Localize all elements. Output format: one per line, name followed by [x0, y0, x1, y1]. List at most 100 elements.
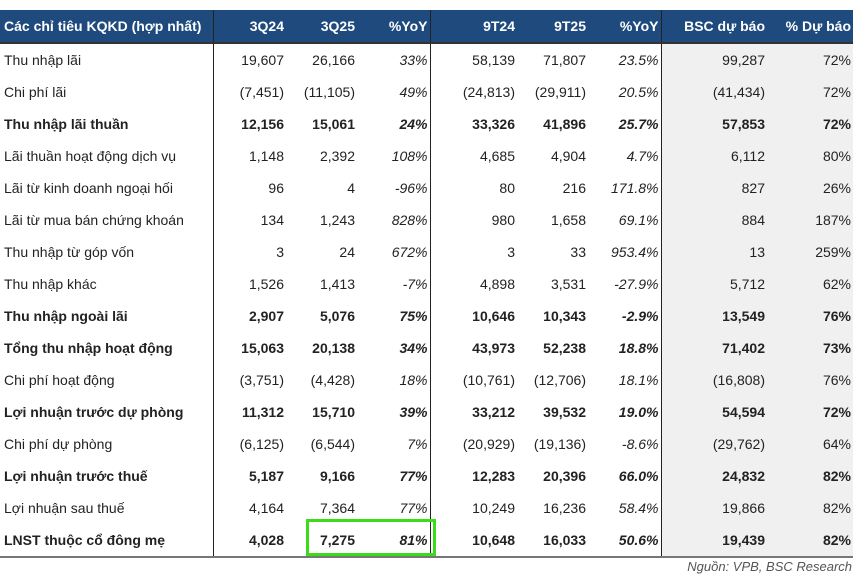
highlight-box	[306, 519, 436, 556]
cell-value: 1,243	[319, 212, 355, 228]
cell-value: 33,212	[472, 404, 515, 420]
cell-value: 216	[562, 180, 586, 196]
cell-value: 58,139	[472, 52, 515, 68]
row-label: LNST thuộc cổ đông mẹ	[0, 524, 214, 558]
cell-value: 24,832	[661, 460, 767, 492]
cell-value: 39,532	[543, 404, 586, 420]
cell-value: 4	[347, 180, 355, 196]
cell-value: 99,287	[661, 43, 767, 76]
cell-value: 43,973	[472, 340, 515, 356]
column-header: 9T24	[430, 10, 517, 44]
financial-results-table: Các chỉ tiêu KQKD (hợp nhất) 3Q24 3Q25 %YoY…	[0, 10, 853, 558]
cell-value: 18%	[357, 364, 431, 396]
cell-value: 82%	[767, 492, 853, 524]
cell-value: -8.6%	[588, 428, 662, 460]
table-row: Thu nhập ngoài lãi 2,907 5,076 75% 10,646 10,…	[0, 300, 853, 332]
row-label: Lợi nhuận trước dự phòng	[0, 396, 214, 428]
cell-value: 134	[260, 212, 284, 228]
cell-value: -2.9%	[588, 300, 662, 332]
cell-value: 20,396	[543, 468, 586, 484]
cell-value: 20.5%	[588, 76, 662, 108]
cell-value: 4,028	[213, 524, 286, 558]
cell-value: 171.8%	[588, 172, 662, 204]
cell-value: (6,544)	[310, 436, 355, 452]
cell-value: (19,136)	[533, 436, 586, 452]
cell-value: 4,685	[479, 148, 515, 164]
cell-value: 672%	[357, 236, 431, 268]
cell-value: 5,712	[661, 268, 767, 300]
cell-value: 82%	[767, 524, 853, 558]
cell-value: 26,166	[312, 52, 355, 68]
cell-value: 15,061	[312, 116, 355, 132]
cell-value: 34%	[357, 332, 431, 364]
column-header: %YoY	[588, 10, 662, 44]
cell-value: 72%	[767, 76, 853, 108]
cell-value: 50.6%	[588, 524, 662, 558]
cell-value: 11,312	[241, 404, 284, 420]
row-label: Lãi từ mua bán chứng khoán	[0, 204, 214, 236]
row-label: Thu nhập từ góp vốn	[0, 236, 214, 268]
cell-value: 54,594	[661, 396, 767, 428]
cell-value: 73%	[767, 332, 853, 364]
row-label: Thu nhập ngoài lãi	[0, 300, 214, 332]
row-label: Thu nhập lãi	[0, 43, 214, 76]
table-row: Thu nhập lãi 19,607 26,166 33% 58,139 71,807 2…	[0, 43, 853, 76]
cell-value: 19,866	[661, 492, 767, 524]
source-note: Nguồn: VPB, BSC Research	[687, 559, 852, 574]
cell-value: 3,531	[550, 276, 586, 292]
cell-value: (6,125)	[239, 436, 284, 452]
cell-value: 6,112	[661, 140, 767, 172]
cell-value: 77%	[357, 460, 431, 492]
table-header: Các chỉ tiêu KQKD (hợp nhất) 3Q24 3Q25 %YoY…	[0, 10, 853, 44]
table-row: Lãi từ kinh doanh ngoại hối 96 4 -96% 80 216 1…	[0, 172, 853, 204]
table-row: Lãi từ mua bán chứng khoán 134 1,243 828% 98…	[0, 204, 853, 236]
cell-value: 4,904	[550, 148, 586, 164]
cell-value: -27.9%	[588, 268, 662, 300]
cell-value: 96	[268, 180, 284, 196]
row-label: Thu nhập lãi thuần	[0, 108, 214, 140]
cell-value: 19,607	[241, 52, 284, 68]
cell-value: 76%	[767, 364, 853, 396]
cell-value: (3,751)	[239, 372, 284, 388]
row-label: Lợi nhuận sau thuế	[0, 492, 214, 524]
cell-value: 16,033	[517, 524, 588, 558]
cell-value: 10,646	[472, 308, 515, 324]
table-row: Chi phí hoạt động (3,751) (4,428) 18% (10,76…	[0, 364, 853, 396]
column-header: 9T25	[517, 10, 588, 44]
row-label: Thu nhập khác	[0, 268, 214, 300]
column-header: BSC dự báo	[661, 10, 767, 44]
cell-value: 69.1%	[588, 204, 662, 236]
table-row: Chi phí lãi (7,451) (11,105) 49% (24,813) (29…	[0, 76, 853, 108]
cell-value: 71,807	[543, 52, 586, 68]
cell-value: 62%	[767, 268, 853, 300]
cell-value: 4,898	[479, 276, 515, 292]
column-header: 3Q25	[286, 10, 357, 44]
cell-value: 980	[491, 212, 515, 228]
cell-value: 884	[661, 204, 767, 236]
cell-value: 81%	[357, 524, 431, 558]
cell-value: 187%	[767, 204, 853, 236]
table-row: Lãi thuần hoạt động dịch vụ 1,148 2,392 108…	[0, 140, 853, 172]
cell-value: 828%	[357, 204, 431, 236]
cell-value: 827	[661, 172, 767, 204]
cell-value: 2,907	[248, 308, 284, 324]
cell-value: 41,896	[543, 116, 586, 132]
cell-value: 77%	[357, 492, 431, 524]
cell-value: 1,413	[319, 276, 355, 292]
cell-value: 19.0%	[588, 396, 662, 428]
table-row: Thu nhập từ góp vốn 3 24 672% 3 33 953.4% 13 259…	[0, 236, 853, 268]
cell-value: 259%	[767, 236, 853, 268]
table-row: Tổng thu nhập hoạt động 15,063 20,138 34% 43…	[0, 332, 853, 364]
cell-value: 57,853	[661, 108, 767, 140]
cell-value: 5,076	[319, 308, 355, 324]
cell-value: 75%	[357, 300, 431, 332]
cell-value: 7,275	[286, 524, 357, 558]
cell-value: (41,434)	[661, 76, 767, 108]
cell-value: 1,526	[248, 276, 284, 292]
table-row: Thu nhập khác 1,526 1,413 -7% 4,898 3,531 -27.…	[0, 268, 853, 300]
cell-value: 5,187	[248, 468, 284, 484]
cell-value: -7%	[357, 268, 431, 300]
cell-value: 71,402	[661, 332, 767, 364]
cell-value: 66.0%	[588, 460, 662, 492]
cell-value: 80	[499, 180, 515, 196]
